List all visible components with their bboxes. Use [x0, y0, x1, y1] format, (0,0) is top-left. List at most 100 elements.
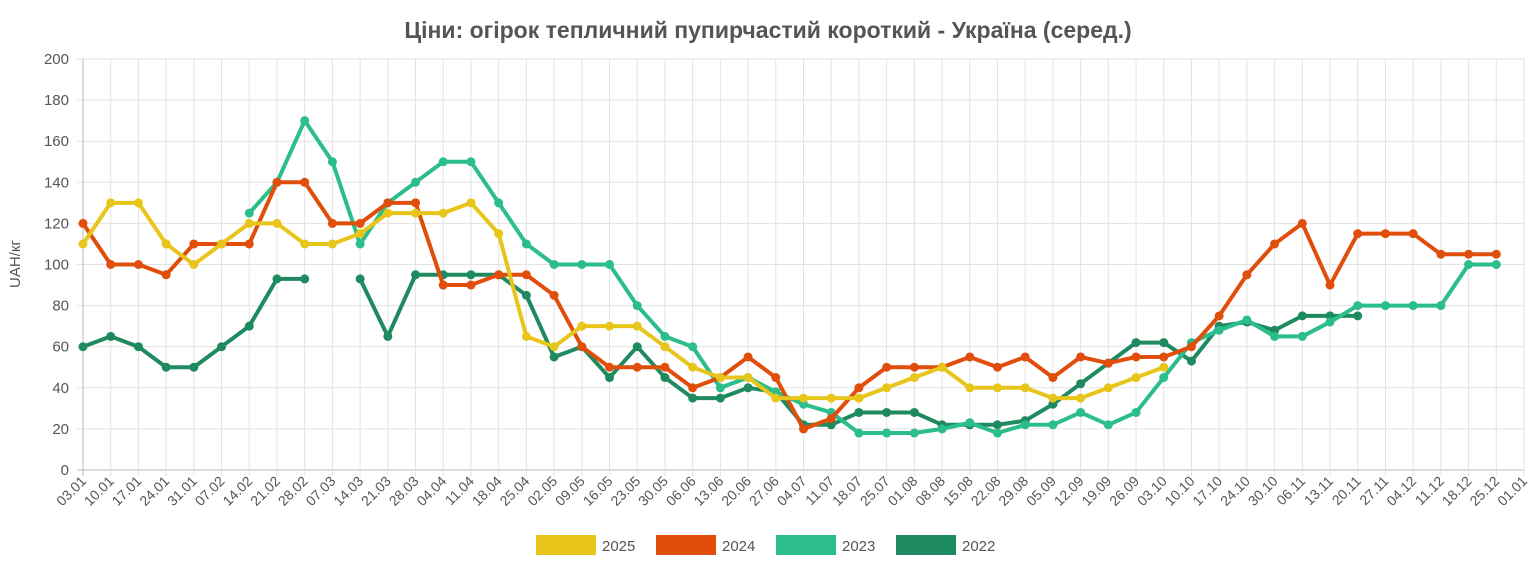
data-point-2024 [244, 239, 254, 249]
data-point-2022 [272, 274, 282, 284]
data-point-2022 [244, 321, 254, 331]
series-line-2024 [81, 180, 1497, 431]
y-tick-label: 40 [52, 380, 69, 397]
data-point-2022 [78, 342, 88, 352]
data-point-2025 [605, 321, 615, 331]
data-point-2024 [1270, 239, 1280, 249]
data-point-2025 [715, 373, 725, 383]
data-point-2023 [882, 428, 892, 438]
x-tick-label: 23.05 [607, 473, 643, 509]
data-point-2025 [355, 229, 365, 239]
data-point-2024 [992, 362, 1002, 372]
data-point-2025 [1103, 383, 1113, 393]
y-tick-label: 180 [44, 92, 69, 109]
data-point-2025 [189, 260, 199, 269]
data-point-2024 [133, 260, 143, 269]
data-point-2025 [133, 198, 143, 208]
y-tick-label: 0 [61, 462, 69, 479]
series-2024 [78, 177, 1501, 434]
data-point-2023 [1325, 317, 1335, 327]
data-point-2022 [1048, 399, 1058, 409]
legend-label-2023: 2023 [842, 538, 875, 555]
data-point-2024 [438, 280, 448, 290]
data-point-2022 [688, 393, 698, 403]
data-point-2025 [78, 239, 88, 249]
data-point-2022 [549, 352, 559, 362]
y-tick-label: 80 [52, 298, 69, 315]
data-point-2023 [355, 239, 365, 249]
data-point-2022 [189, 362, 199, 372]
data-point-2025 [771, 393, 781, 403]
data-point-2022 [1325, 311, 1335, 321]
data-point-2023 [300, 116, 310, 126]
x-tick-label: 11.07 [802, 473, 838, 509]
data-point-2023 [1353, 301, 1363, 311]
data-point-2023 [1270, 331, 1280, 341]
x-tick-label: 26.09 [1106, 473, 1142, 509]
data-point-2022 [521, 290, 531, 300]
data-point-2022 [133, 342, 143, 352]
data-point-2022 [1131, 338, 1141, 348]
data-point-2023 [1103, 420, 1113, 430]
data-point-2024 [1131, 352, 1141, 362]
data-point-2024 [660, 362, 670, 372]
legend-label-2022: 2022 [962, 538, 995, 555]
y-tick-label: 60 [52, 339, 69, 356]
x-tick-label: 11.04 [442, 473, 478, 509]
data-point-2024 [1048, 373, 1058, 383]
data-point-2023 [1048, 420, 1058, 430]
x-tick-label: 04.12 [1383, 473, 1419, 509]
y-tick-label: 140 [44, 174, 69, 191]
data-point-2025 [217, 239, 227, 249]
data-point-2025 [161, 239, 171, 249]
data-point-2024 [272, 177, 282, 187]
data-point-2023 [494, 198, 504, 208]
data-point-2025 [1020, 383, 1030, 393]
legend-swatch-2024 [656, 535, 716, 555]
x-tick-label: 27.11 [1356, 473, 1392, 509]
data-point-2024 [383, 198, 393, 208]
legend: 2025 2024 2023 2022 [536, 535, 995, 555]
data-point-2023 [1159, 373, 1169, 383]
grid [77, 58, 1525, 476]
data-point-2024 [965, 352, 975, 362]
data-point-2025 [272, 218, 282, 228]
data-point-2023 [605, 260, 615, 269]
x-tick-label: 08.08 [912, 473, 948, 509]
x-tick-label: 04.07 [774, 473, 810, 509]
data-point-2025 [909, 373, 919, 383]
data-point-2022 [632, 342, 642, 352]
data-point-2022 [161, 362, 171, 372]
data-point-2025 [327, 239, 337, 249]
x-tick-label: 04.04 [413, 473, 449, 509]
x-tick-label: 18.07 [829, 473, 865, 509]
x-tick-label: 06.06 [663, 473, 699, 509]
data-point-2025 [466, 198, 476, 208]
x-tick-label: 16.05 [580, 473, 616, 509]
x-tick-labels: 03.0110.0117.0124.0131.0107.0214.0221.02… [53, 473, 1530, 509]
data-point-2022 [1186, 356, 1196, 366]
data-point-2023 [715, 383, 725, 393]
series-line-2023 [247, 118, 1497, 436]
x-tick-label: 25.07 [857, 473, 893, 509]
data-point-2024 [1491, 249, 1501, 259]
data-point-2025 [688, 362, 698, 372]
data-point-2024 [688, 383, 698, 393]
y-tick-labels: 0 20 40 60 80 100 120 140 160 180 200 [44, 51, 69, 479]
data-point-2025 [438, 208, 448, 218]
x-tick-label: 09.05 [552, 473, 588, 509]
data-point-2022 [715, 393, 725, 403]
data-point-2023 [1408, 301, 1418, 311]
data-point-2025 [300, 239, 310, 249]
data-point-2022 [882, 407, 892, 417]
data-point-2025 [244, 218, 254, 228]
data-point-2024 [1076, 352, 1086, 362]
data-point-2023 [937, 424, 947, 434]
data-point-2024 [161, 270, 171, 280]
x-tick-label: 01.08 [884, 473, 920, 509]
legend-swatch-2023 [776, 535, 836, 555]
data-point-2023 [660, 331, 670, 341]
data-point-2022 [355, 274, 365, 284]
x-tick-label: 06.11 [1273, 473, 1309, 509]
data-point-2024 [882, 362, 892, 372]
